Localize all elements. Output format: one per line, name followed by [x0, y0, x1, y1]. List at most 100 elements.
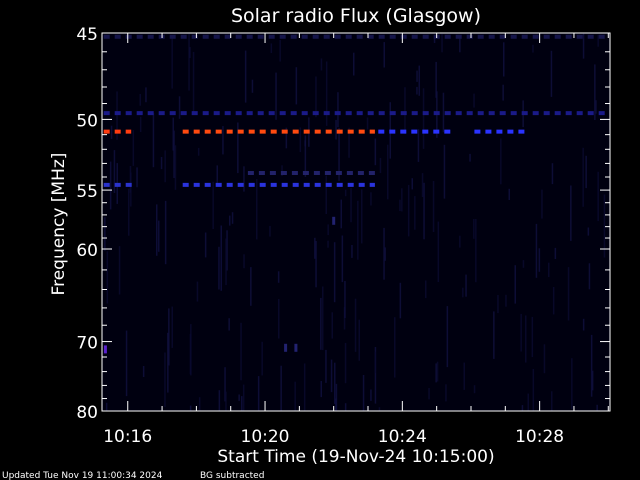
- noise-streak: [591, 370, 594, 391]
- noise-streak: [327, 224, 329, 236]
- noise-streak: [459, 235, 461, 248]
- noise-streak: [446, 306, 449, 368]
- noise-streak: [394, 317, 396, 378]
- noise-streak: [401, 188, 403, 212]
- noise-streak: [357, 200, 359, 260]
- noise-streak: [280, 365, 282, 411]
- noise-streak: [218, 246, 220, 290]
- noise-streak: [361, 189, 363, 244]
- noise-streak: [156, 204, 158, 256]
- noise-streak: [465, 274, 467, 297]
- noise-streak: [443, 144, 446, 199]
- noise-streak: [110, 125, 113, 139]
- noise-streak: [418, 65, 420, 96]
- noise-streak: [535, 223, 538, 278]
- noise-streak: [343, 307, 346, 330]
- noise-streak: [197, 147, 200, 156]
- noise-streak: [104, 217, 106, 251]
- y-axis: 45 50 55 60 70 80: [76, 25, 610, 423]
- noise-streak: [432, 181, 435, 232]
- noise-streak: [354, 298, 357, 352]
- noise-streak: [139, 94, 141, 106]
- noise-streak: [538, 248, 541, 272]
- noise-streak: [543, 344, 546, 374]
- y-tick-label-70: 70: [76, 334, 98, 354]
- noise-streak: [241, 396, 243, 411]
- y-axis-label: Frequency [MHz]: [49, 153, 69, 296]
- noise-streak: [582, 33, 585, 59]
- noise-streak: [294, 381, 296, 411]
- noise-streak: [416, 86, 418, 95]
- chart-title: Solar radio Flux (Glasgow): [231, 5, 481, 27]
- noise-streak: [139, 116, 142, 132]
- noise-streak: [399, 199, 401, 212]
- spot-2: [294, 343, 298, 352]
- noise-streak: [473, 385, 476, 394]
- noise-streak: [303, 363, 306, 411]
- noise-streak: [331, 312, 333, 339]
- noise-streak: [338, 128, 340, 181]
- noise-streak: [475, 219, 477, 283]
- noise-streak: [422, 88, 425, 149]
- noise-streak: [158, 220, 160, 252]
- noise-streak: [228, 318, 230, 331]
- y-tick-label-50: 50: [76, 111, 98, 131]
- noise-streak: [327, 240, 329, 248]
- spot-1: [284, 343, 288, 352]
- plot-frame: [101, 32, 611, 412]
- noise-streak: [116, 91, 118, 140]
- noise-streak: [353, 52, 355, 76]
- noise-streak: [445, 384, 447, 402]
- noise-streak: [379, 157, 382, 174]
- noise-streak: [469, 153, 471, 162]
- noise-streak: [304, 135, 307, 177]
- noise-streak: [552, 287, 555, 315]
- noise-streak: [503, 42, 505, 77]
- noise-streak: [333, 242, 336, 303]
- x-tick-label-0: 10:16: [103, 427, 152, 447]
- noise-streak: [277, 271, 280, 283]
- noise-streak: [362, 375, 365, 411]
- noise-streak: [225, 391, 227, 411]
- noise-streak: [435, 363, 437, 383]
- noise-streak: [337, 92, 339, 128]
- noise-streak: [128, 188, 130, 236]
- noise-streak: [514, 265, 516, 304]
- noise-streak: [525, 315, 527, 363]
- noise-streak: [224, 367, 226, 402]
- x-axis-label: Start Time (19-Nov-24 10:15:00): [217, 447, 494, 467]
- noise-streak: [423, 182, 425, 240]
- noise-streak: [399, 282, 402, 319]
- noise-streak: [374, 138, 377, 166]
- noise-streak: [387, 144, 389, 200]
- noise-streak: [348, 127, 350, 158]
- noise-streak: [421, 173, 424, 197]
- noise-streak: [595, 100, 597, 114]
- noise-streak: [428, 388, 430, 400]
- noise-streak: [106, 251, 109, 304]
- noise-streak: [551, 391, 553, 411]
- noise-streak: [167, 332, 169, 393]
- noise-streak: [522, 260, 525, 268]
- noise-streak: [164, 150, 166, 183]
- noise-streak: [231, 212, 234, 224]
- noise-streak: [220, 225, 222, 291]
- noise-streak: [416, 70, 418, 82]
- noise-streak: [132, 130, 135, 166]
- noise-streak: [240, 322, 242, 381]
- noise-streak: [366, 117, 369, 130]
- noise-streak: [238, 394, 240, 401]
- noise-streak: [218, 390, 221, 411]
- noise-streak: [582, 147, 584, 207]
- noise-streak: [164, 200, 167, 265]
- noise-streak: [279, 39, 281, 62]
- noise-streak: [590, 334, 593, 397]
- y-tick-label-60: 60: [76, 241, 98, 261]
- noise-streak: [603, 194, 606, 258]
- noise-streak: [344, 342, 347, 384]
- noise-streak: [118, 246, 121, 295]
- noise-streak: [582, 318, 585, 331]
- noise-streak: [344, 281, 346, 318]
